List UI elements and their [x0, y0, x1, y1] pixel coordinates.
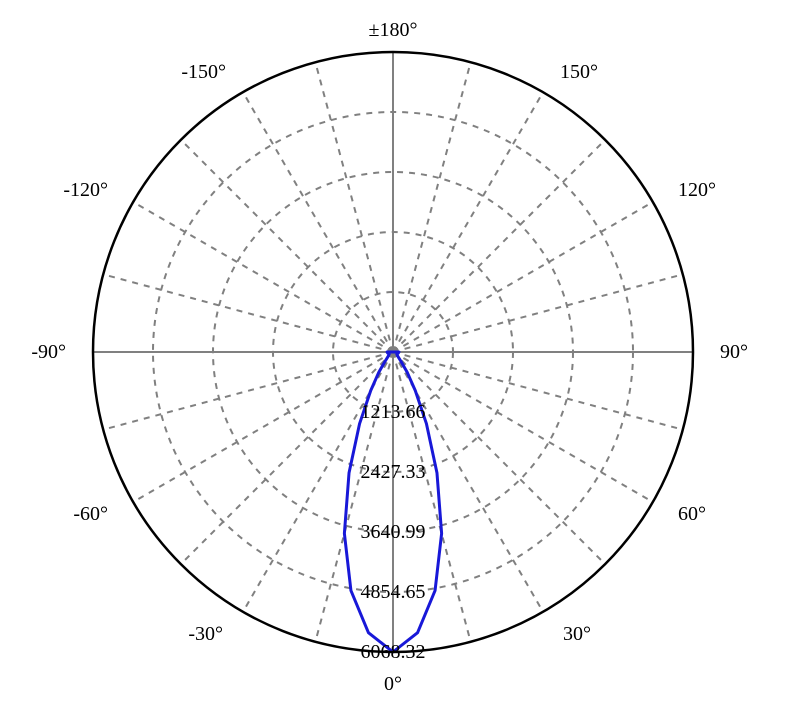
radial-tick-label: 3640.99: [361, 521, 426, 543]
angle-label: -90°: [31, 341, 66, 363]
angle-label: -120°: [63, 179, 108, 201]
angle-label: 120°: [678, 179, 716, 201]
angle-label: -60°: [73, 503, 108, 525]
angle-label: 90°: [720, 341, 748, 363]
angle-label: -30°: [188, 623, 223, 645]
angle-label: 30°: [563, 623, 591, 645]
radial-tick-label: 4854.65: [361, 581, 426, 603]
radial-tick-label: 1213.66: [361, 401, 426, 423]
radial-tick-label: 2427.33: [361, 461, 426, 483]
angle-label: 150°: [560, 61, 598, 83]
angle-label: 60°: [678, 503, 706, 525]
angle-label: 0°: [384, 673, 402, 695]
angle-label: -150°: [181, 61, 226, 83]
angle-label: ±180°: [369, 19, 418, 41]
radial-tick-label: 6068.32: [361, 641, 426, 663]
polar-chart: 1213.66 2427.33 3640.99 4854.65 6068.32 0° 30°…: [0, 0, 786, 721]
